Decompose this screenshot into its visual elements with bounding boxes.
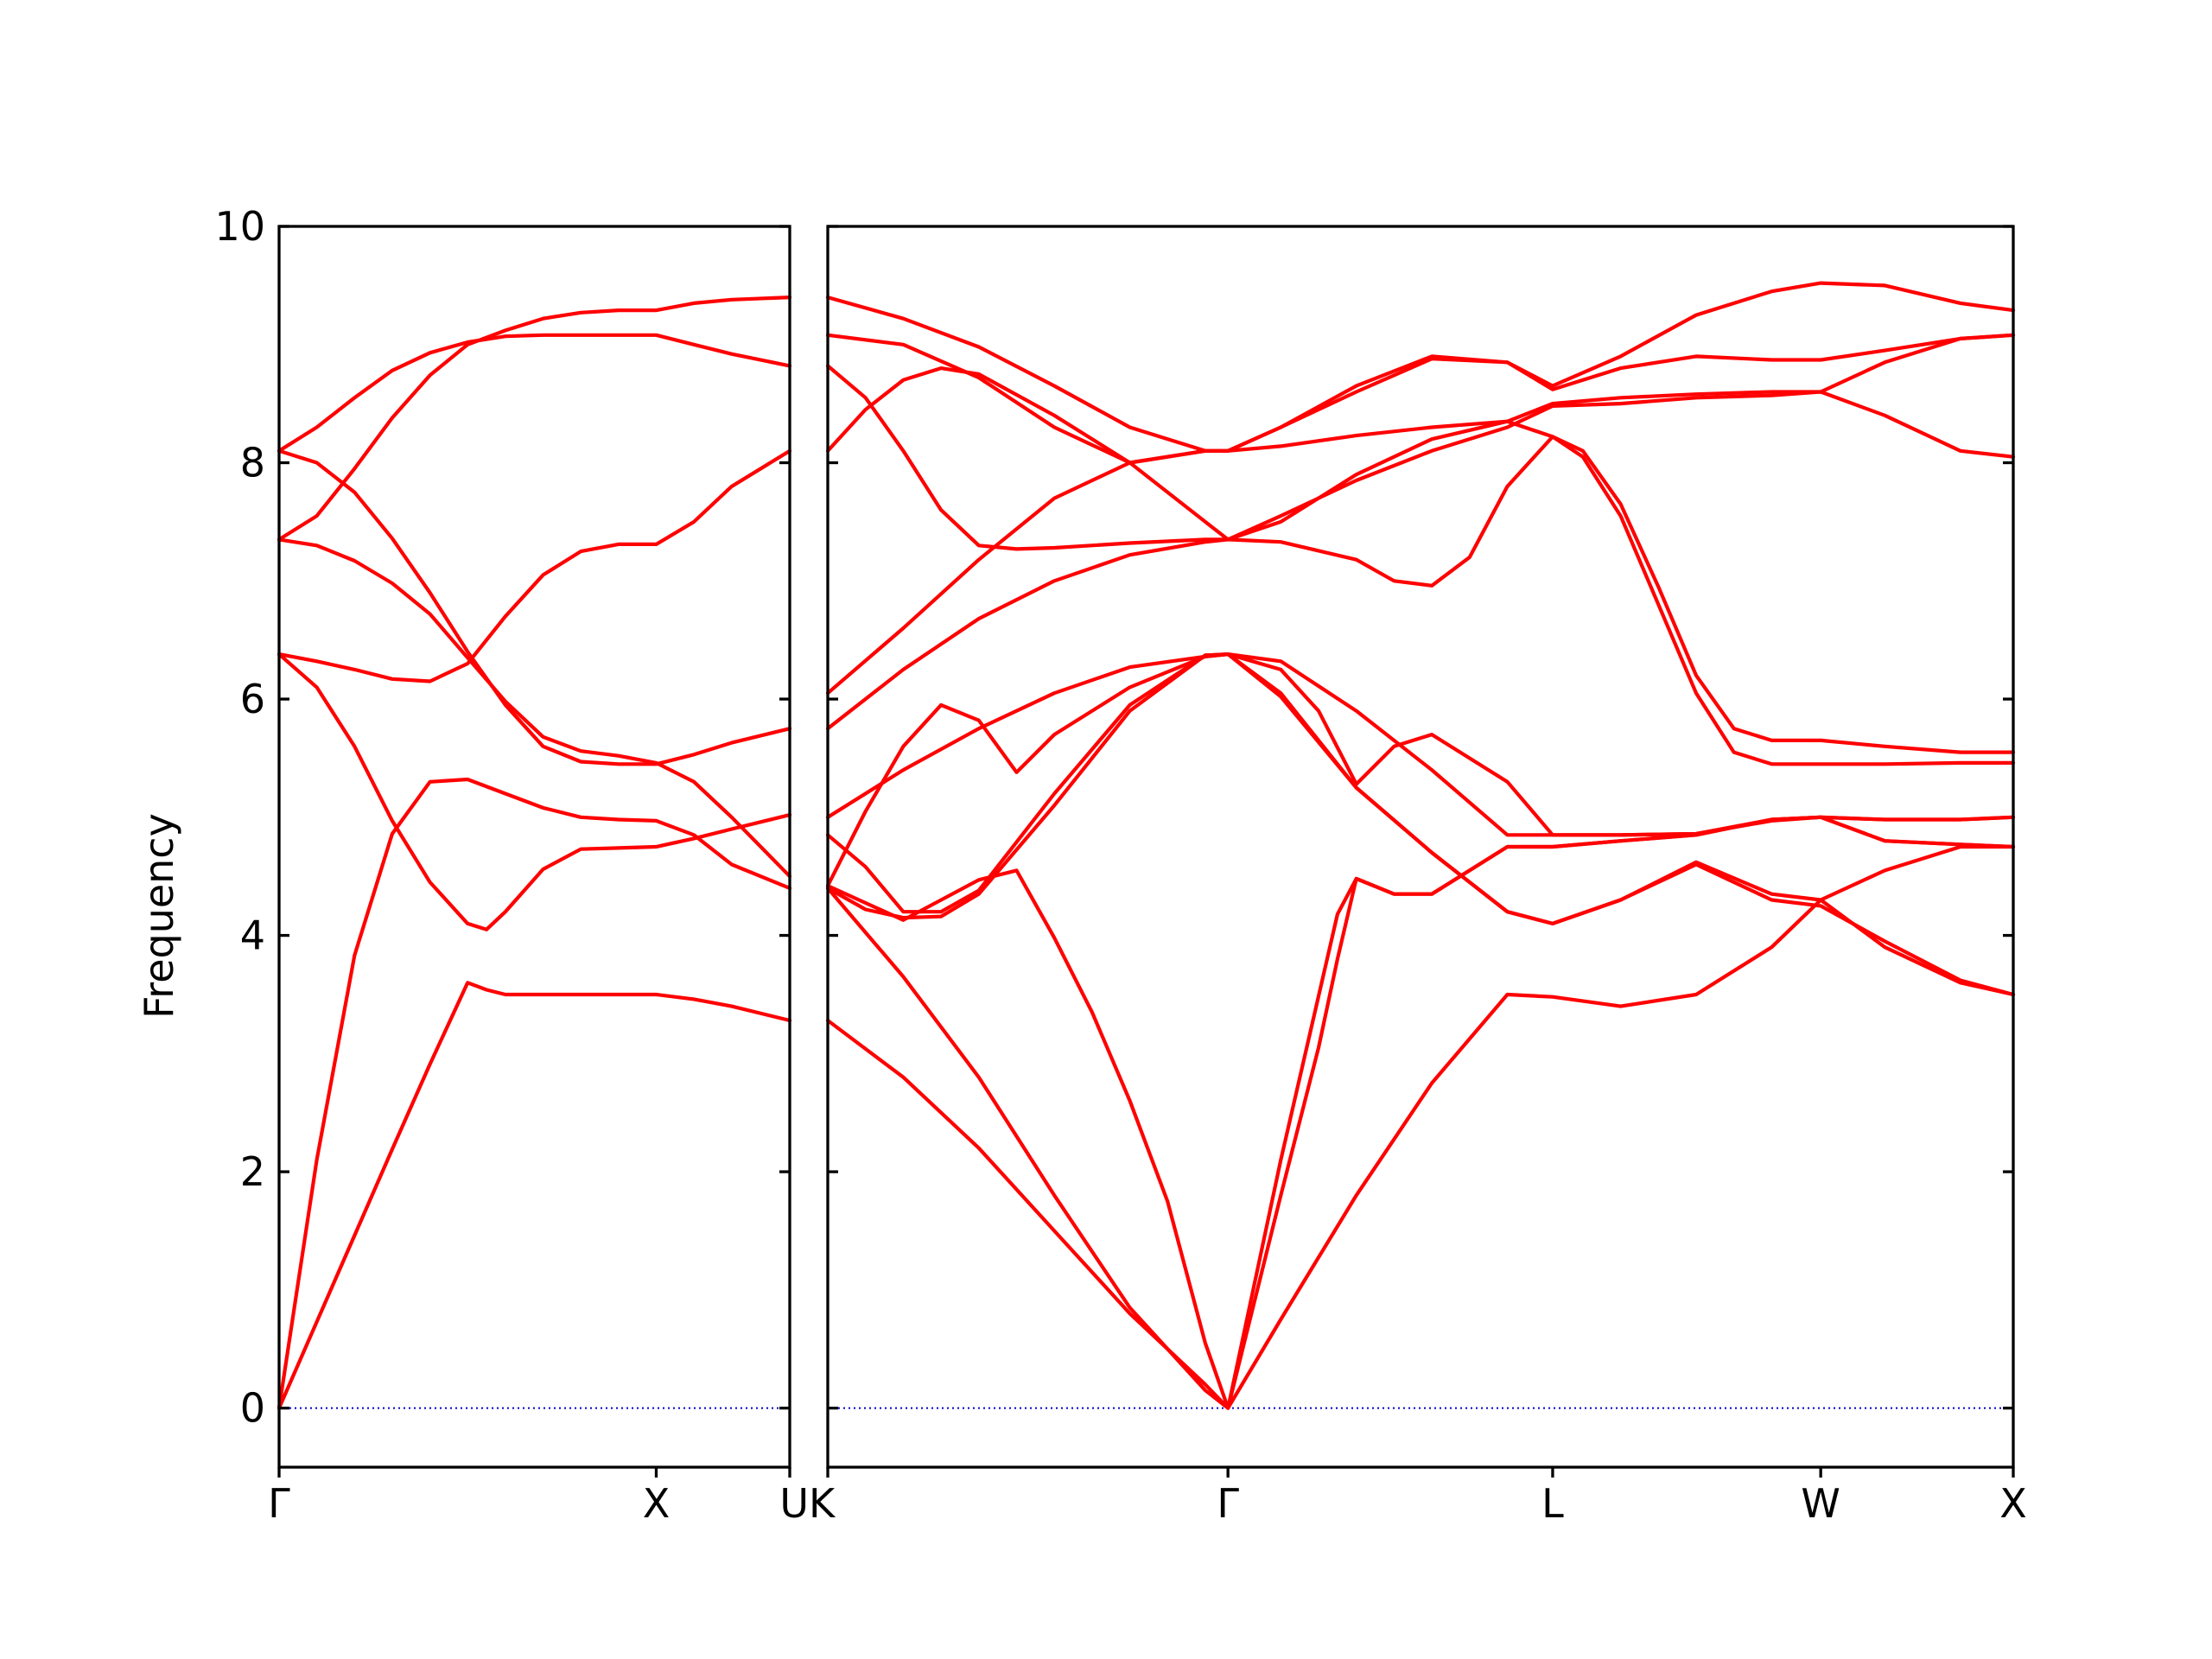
panel-1-band-6	[276, 448, 792, 766]
panel-2-band-3	[825, 815, 2016, 1410]
panel-2-band-5	[825, 652, 2016, 925]
panel-2-frame	[826, 225, 2015, 1469]
panel-2-band-12	[825, 333, 2016, 465]
x-tick-label: Γ	[268, 1480, 290, 1527]
panel-1-band-8	[276, 333, 792, 453]
y-tick-label: 2	[240, 1148, 265, 1195]
x-tick-label: K	[809, 1480, 836, 1527]
panel-2-band-1	[825, 898, 2016, 1410]
panel-2-band-9	[825, 419, 2016, 766]
x-tick-label: L	[1541, 1480, 1564, 1527]
y-tick-label: 6	[240, 676, 265, 722]
panel-1-band-2	[276, 777, 792, 1410]
x-tick-label: Γ	[1217, 1480, 1239, 1527]
phonon-bands	[276, 281, 2016, 1410]
panel-1-band-5	[276, 537, 792, 879]
y-axis-label: Frequency	[136, 813, 182, 1019]
panel-2-band-2	[825, 815, 2016, 1410]
y-tick-label: 4	[240, 912, 265, 959]
y-tick-label: 10	[214, 203, 265, 250]
panel-1-band-4	[276, 448, 792, 683]
x-tick-label: W	[1801, 1480, 1840, 1527]
y-tick-label: 8	[240, 440, 265, 486]
x-tick-label: U	[779, 1480, 809, 1527]
panel-1-band-7	[276, 296, 792, 542]
panel-1-band-1	[276, 981, 792, 1410]
panel-1-frame	[277, 225, 791, 1469]
axes: 0 2 4 6 8 10 Γ X U K Γ L W X	[214, 203, 2026, 1527]
panel-1-band-3	[276, 652, 792, 931]
panel-2-band-11	[825, 333, 2016, 551]
y-tick-label: 0	[240, 1385, 265, 1432]
x-tick-label: X	[643, 1480, 671, 1527]
panel-2-band-7	[825, 652, 2016, 837]
panel-2-band-8	[825, 435, 2016, 754]
x-tick-label: X	[1999, 1480, 2027, 1527]
panel-2-band-13	[825, 281, 2016, 453]
panel-2-band-6	[825, 652, 2016, 888]
